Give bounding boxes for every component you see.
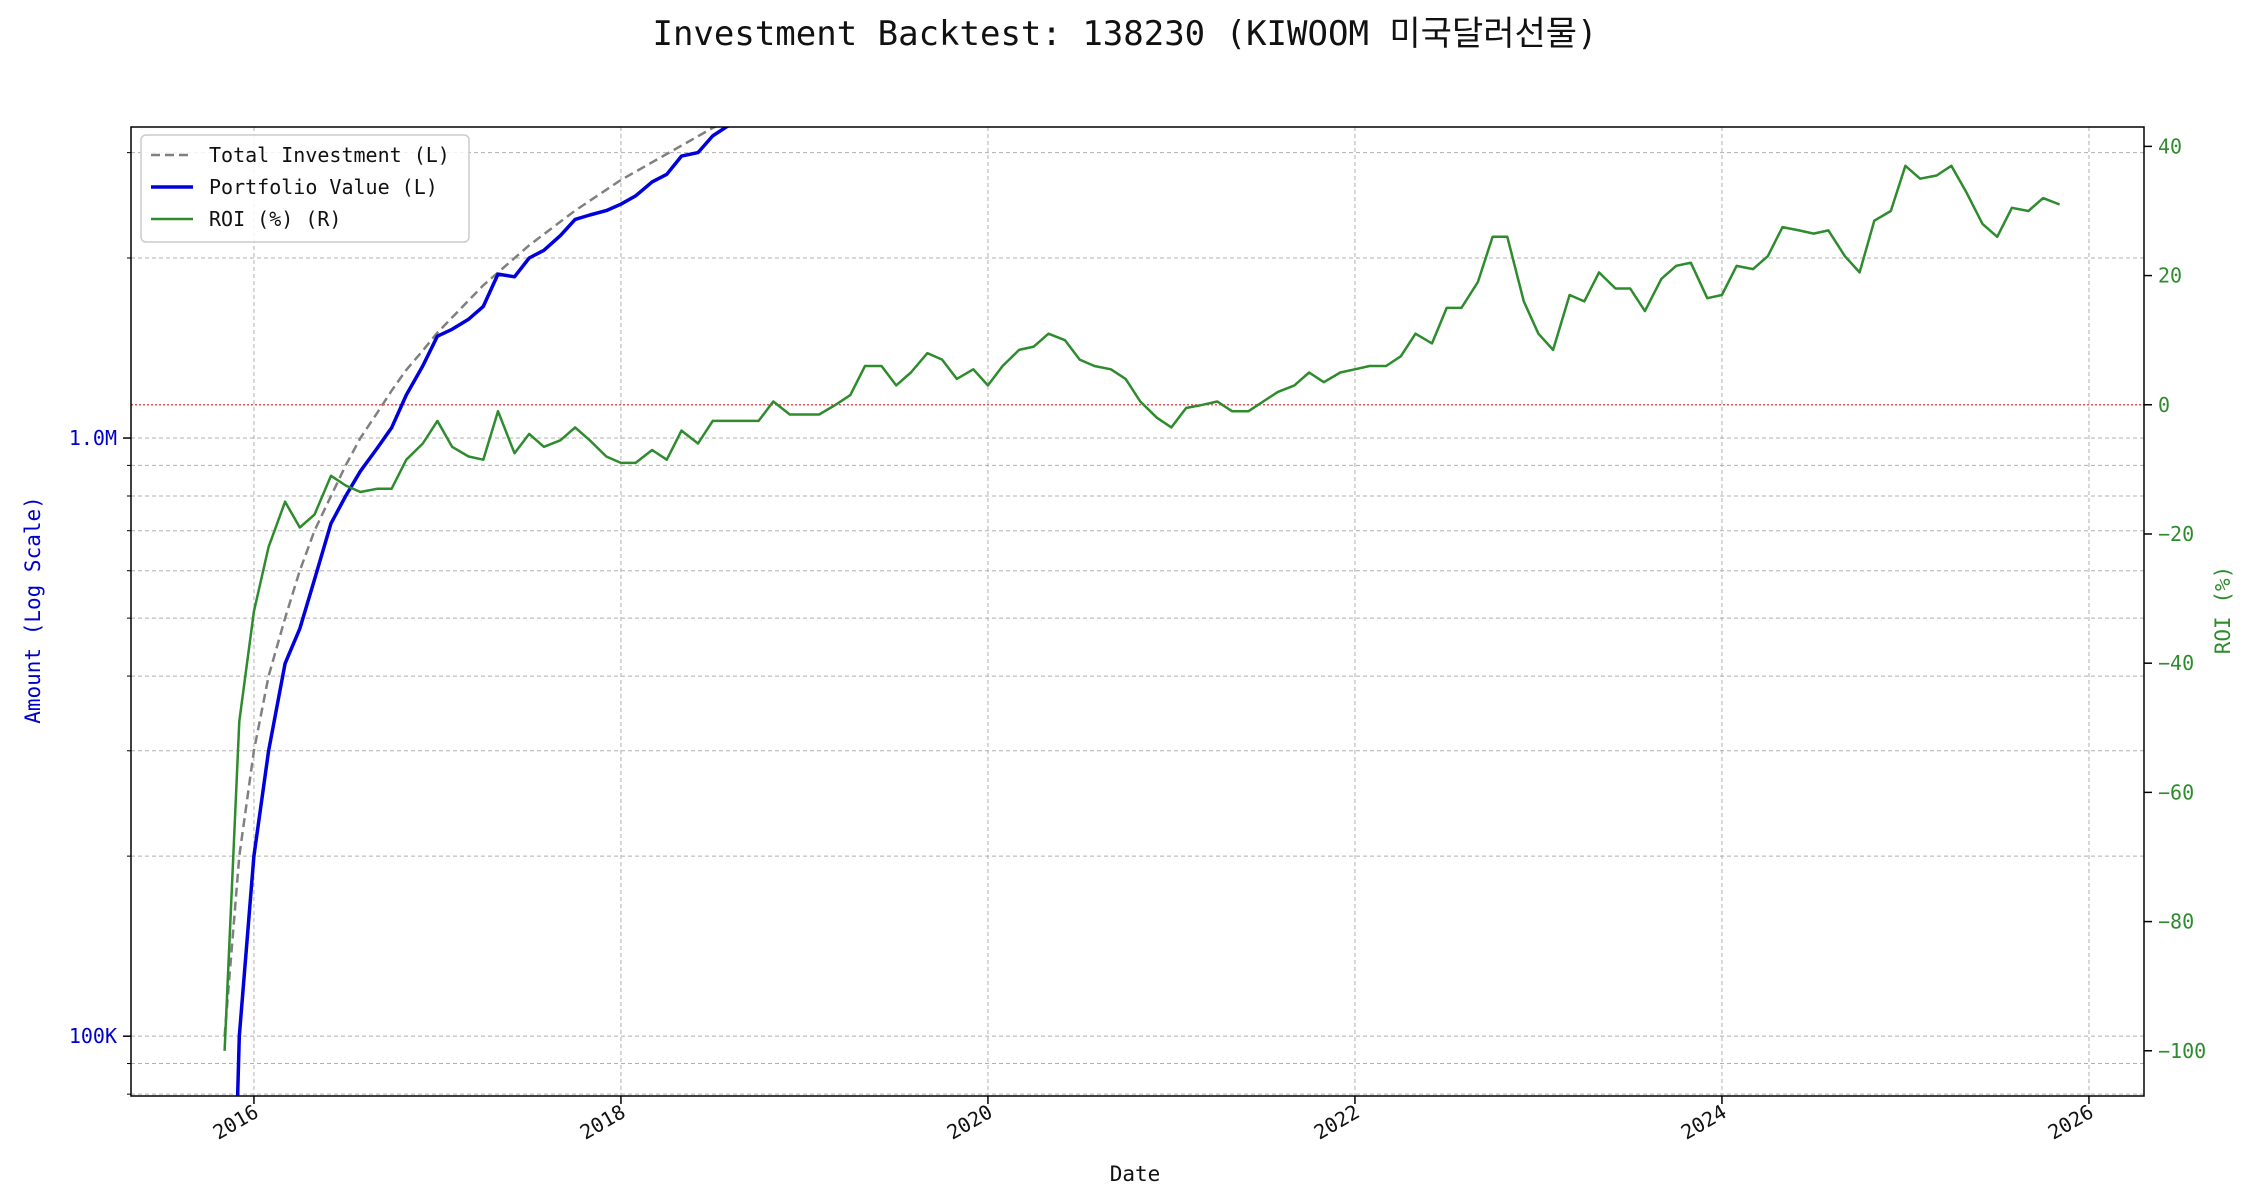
legend-label: Portfolio Value (L) [209, 175, 438, 199]
legend-box [140, 134, 470, 243]
legend-label: Total Investment (L) [209, 143, 450, 167]
y-left-tick-label: 1.0M [69, 426, 117, 450]
y-right-tick-label: 20 [2158, 264, 2182, 288]
plot-frame [130, 126, 2145, 1097]
series-line-roi [223, 164, 2061, 1051]
y-left-tick-label: 100K [69, 1024, 117, 1048]
series-group [223, 127, 2061, 1096]
legend-label: ROI (%) (R) [209, 207, 341, 231]
y-right-axis-label: ROI (%) [2211, 566, 2235, 655]
y-left-axis-label: Amount (Log Scale) [21, 496, 45, 724]
series-line-total-investment [223, 127, 718, 1037]
y-right-tick-label: 0 [2158, 393, 2170, 417]
y-right-tick-label: −20 [2158, 522, 2194, 546]
y-right-tick-label: −100 [2158, 1039, 2206, 1063]
legend: Total Investment (L) Portfolio Value (L) R… [140, 134, 470, 243]
x-tick-label: 2024 [1677, 1100, 1731, 1145]
x-tick-label: 2018 [576, 1100, 630, 1145]
y-right-tick-label: 40 [2158, 134, 2182, 158]
y-right-tick-label: −40 [2158, 651, 2194, 675]
y-right-tick-label: −60 [2158, 780, 2194, 804]
x-tick-label: 2022 [1310, 1100, 1364, 1145]
chart-title: Investment Backtest: 138230 (KIWOOM 미국달러… [652, 14, 1597, 54]
y-right-tick-label: −80 [2158, 910, 2194, 934]
x-tick-label: 2020 [943, 1100, 997, 1145]
x-axis-label: Date [1110, 1162, 1161, 1186]
series-line-portfolio-value [235, 127, 731, 1096]
x-tick-label: 2016 [209, 1100, 263, 1145]
x-tick-label: 2026 [2044, 1100, 2098, 1145]
plot-area: 201620182020202220242026100K1.0M10.0M402… [69, 126, 2206, 1145]
